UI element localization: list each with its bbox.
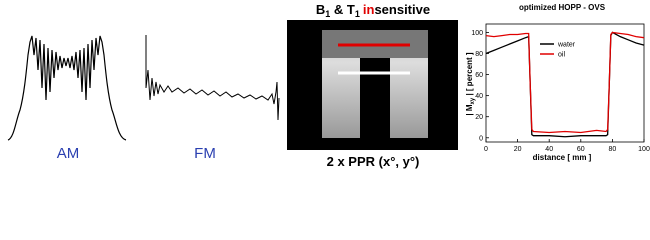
image-caption: 2 x PPR (x°, y°) bbox=[327, 154, 420, 169]
legend-label: oil bbox=[558, 52, 565, 59]
x-tick-label: 20 bbox=[514, 146, 522, 153]
x-tick-label: 80 bbox=[609, 146, 617, 153]
am-waveform bbox=[7, 35, 127, 141]
y-tick-label: 80 bbox=[475, 51, 483, 58]
y-tick-label: 100 bbox=[471, 30, 483, 37]
header-part: 1 bbox=[325, 9, 330, 19]
fm-label: FM bbox=[194, 145, 216, 162]
y-axis-label: | Mxy | [ percent ] bbox=[465, 52, 476, 116]
x-tick-label: 40 bbox=[545, 146, 553, 153]
y-tick-label: 40 bbox=[475, 93, 483, 100]
legend-label: water bbox=[557, 42, 576, 49]
fm-waveform bbox=[145, 35, 280, 121]
plot-area: 0 20 40 60 80 100 0 20 40 60 80 100 water oil bbox=[471, 23, 650, 153]
x-tick-label: 0 bbox=[484, 146, 488, 153]
y-tick-label: 60 bbox=[475, 72, 483, 79]
plot-frame bbox=[485, 23, 645, 143]
header-part: in bbox=[363, 2, 375, 17]
figure: AM FM B1 & T1 insensitive 2 x PPR (x°, y°… bbox=[7, 2, 650, 169]
image-header: B1 & T1 insensitive bbox=[316, 2, 430, 19]
chart-title: optimized HOPP - OVS bbox=[519, 3, 606, 12]
x-tick-label: 100 bbox=[638, 146, 650, 153]
header-part: B bbox=[316, 2, 325, 17]
y-tick-label: 0 bbox=[479, 135, 483, 142]
series-line bbox=[485, 31, 645, 134]
y-label-part: | M bbox=[465, 104, 474, 115]
series-line bbox=[485, 31, 645, 138]
x-tick-label: 60 bbox=[577, 146, 585, 153]
header-part: 1 bbox=[355, 9, 360, 19]
y-label-part: xy bbox=[470, 97, 476, 104]
header-part: sensitive bbox=[374, 2, 430, 17]
header-part: & T bbox=[330, 2, 355, 17]
am-label: AM bbox=[57, 145, 80, 162]
y-tick-label: 20 bbox=[475, 114, 483, 121]
x-axis-label: distance [ mm ] bbox=[533, 153, 592, 162]
gap bbox=[360, 64, 390, 138]
y-label-part: | [ percent ] bbox=[465, 52, 474, 98]
